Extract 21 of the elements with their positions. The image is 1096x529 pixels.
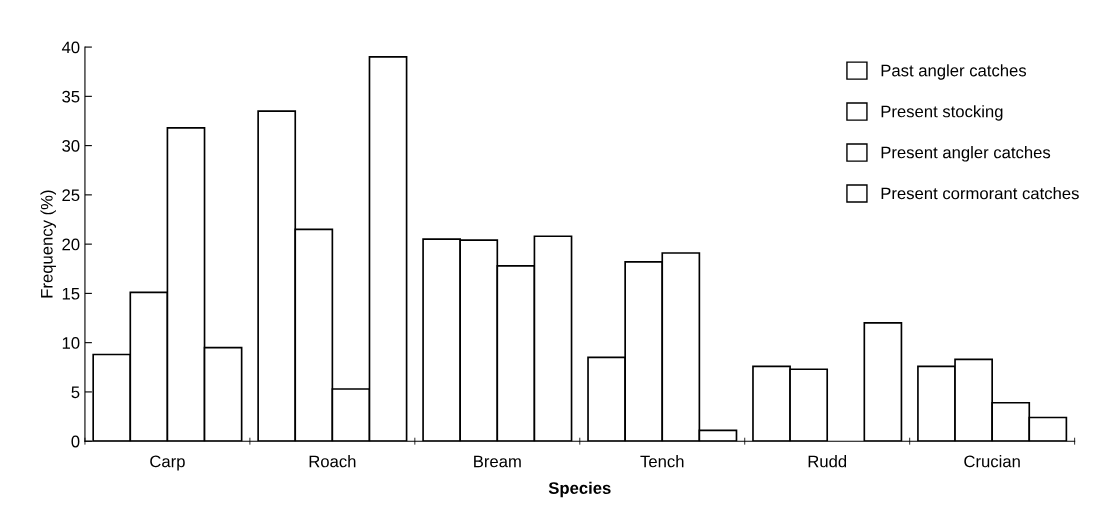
y-tick-label: 10 — [62, 337, 80, 349]
x-tick-label: Roach — [309, 455, 356, 468]
legend-label: Past angler catches — [881, 64, 1027, 80]
y-tick-label: 40 — [61, 41, 80, 54]
y-axis-title: Frequency (%) — [40, 190, 56, 298]
legend-label: Present cormorant catches — [881, 187, 1079, 200]
x-tick-label: Carp — [150, 455, 185, 471]
y-tick-label: 0 — [71, 435, 80, 448]
y-tick-label: 30 — [62, 140, 80, 152]
y-tick-label: 15 — [62, 287, 80, 300]
y-tick-label: 5 — [71, 386, 80, 399]
x-axis-title: Species — [548, 481, 611, 498]
legend-label: Present stocking — [881, 105, 1003, 121]
x-tick-label: Rudd — [808, 455, 847, 468]
x-tick-label: Crucian — [964, 455, 1020, 468]
y-tick-label: 20 — [62, 238, 80, 251]
y-tick-label: 35 — [62, 90, 80, 103]
x-tick-label: Bream — [474, 455, 521, 468]
x-tick-label: Tench — [640, 455, 684, 468]
y-tick-label: 25 — [62, 189, 80, 202]
legend-label: Present angler catches — [881, 146, 1051, 162]
